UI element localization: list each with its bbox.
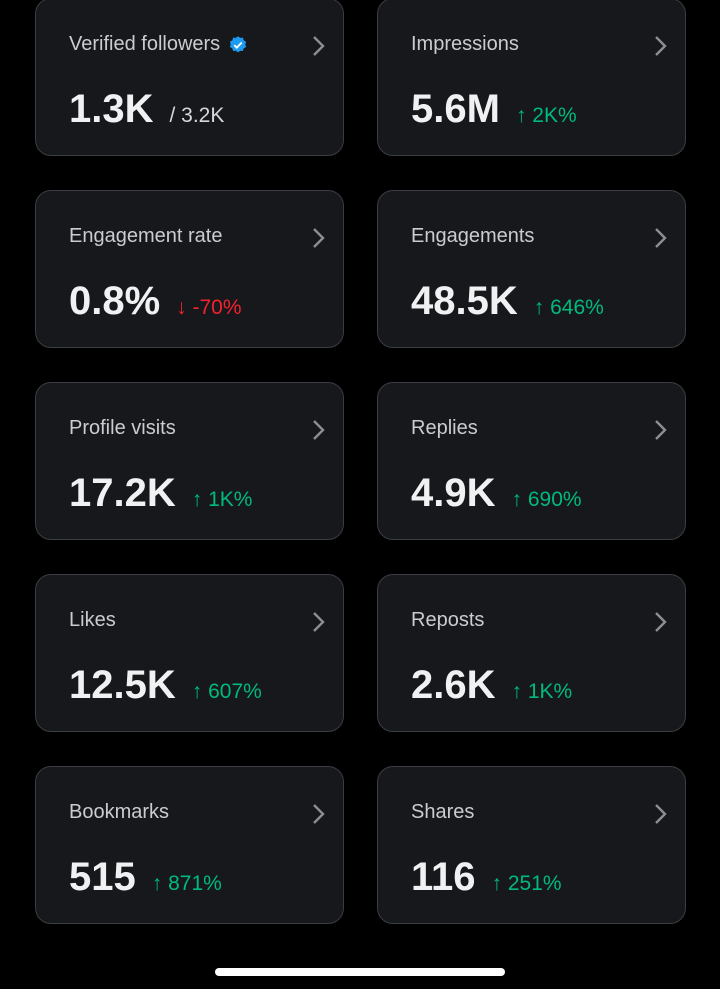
chevron-icon [313,36,325,56]
metric-row: 116 ↑ 251% [411,855,562,900]
metric-card[interactable]: Shares 116 ↑ 251% [377,766,686,924]
metric-card[interactable]: Profile visits 17.2K ↑ 1K% [35,382,344,540]
metric-label: Likes [69,609,116,632]
label-text: Engagements [411,225,535,247]
label-text: Replies [411,417,478,439]
metric-label: Reposts [411,609,484,632]
chevron-icon [313,612,325,632]
chevron-icon [313,420,325,440]
metric-label: Impressions [411,33,519,56]
metric-value: 4.9K [411,471,496,515]
metric-card[interactable]: Engagement rate 0.8% ↓ -70% [35,190,344,348]
home-indicator [215,968,505,976]
metric-value: 48.5K [411,279,518,323]
label-text: Bookmarks [69,801,170,823]
metric-card[interactable]: Likes 12.5K ↑ 607% [35,574,344,732]
metric-row: 0.8% ↓ -70% [69,279,242,324]
metric-label: Bookmarks [69,801,169,824]
metric-card[interactable]: Impressions 5.6M ↑ 2K% [377,0,686,156]
chevron-icon [655,804,667,824]
metric-value: 116 [411,855,476,899]
chevron-icon [655,228,667,248]
metric-row: 12.5K ↑ 607% [69,663,262,708]
metric-change: ↑ 2K% [515,104,577,127]
metric-label: Profile visits [69,417,176,440]
metric-label: Replies [411,417,478,440]
metric-change: ↑ 607% [191,680,262,703]
label-text: Profile visits [69,417,176,439]
chevron-icon [313,228,325,248]
metric-value: 2.6K [411,663,496,707]
metric-card[interactable]: Bookmarks 515 ↑ 871% [35,766,344,924]
label-text: Likes [69,609,116,631]
metric-value: 12.5K [69,663,176,707]
label-text: Impressions [411,33,519,55]
metric-change: ↓ -70% [176,296,242,319]
metric-row: 48.5K ↑ 646% [411,279,604,324]
metric-value: 17.2K [69,471,176,515]
metric-change: ↑ 1K% [511,680,573,703]
metric-card[interactable]: Engagements 48.5K ↑ 646% [377,190,686,348]
metric-value: 5.6M [411,87,500,131]
metric-row: 515 ↑ 871% [69,855,222,900]
metric-label: Engagement rate [69,225,222,248]
chevron-icon [313,804,325,824]
metric-row: 17.2K ↑ 1K% [69,471,252,516]
metric-row: 2.6K ↑ 1K% [411,663,572,708]
chevron-icon [655,612,667,632]
metric-change: ↑ 871% [151,872,222,895]
label-text: Shares [411,801,475,823]
metric-change: ↑ 1K% [191,488,253,511]
metric-change: ↑ 690% [511,488,582,511]
metric-value: 1.3K [69,87,154,131]
metric-row: 4.9K ↑ 690% [411,471,582,516]
metric-label: Engagements [411,225,534,248]
metric-row: 5.6M ↑ 2K% [411,87,577,132]
metric-value: 0.8% [69,279,161,323]
metric-change: ↑ 251% [491,872,562,895]
metric-change: ↑ 646% [533,296,604,319]
metric-label: Shares [411,801,474,824]
metric-card[interactable]: Replies 4.9K ↑ 690% [377,382,686,540]
metric-total: / 3.2K [169,104,225,127]
chevron-icon [655,36,667,56]
metric-label: Verified followers [69,33,248,56]
metric-card[interactable]: Verified followers 1.3K / 3.2K [35,0,344,156]
label-text: Engagement rate [69,225,223,247]
metric-row: 1.3K / 3.2K [69,87,224,132]
verified-badge [230,35,247,52]
metric-value: 515 [69,855,136,899]
metric-card[interactable]: Reposts 2.6K ↑ 1K% [377,574,686,732]
chevron-icon [655,420,667,440]
label-text: Reposts [411,609,485,631]
label-text: Verified followers [69,33,221,55]
